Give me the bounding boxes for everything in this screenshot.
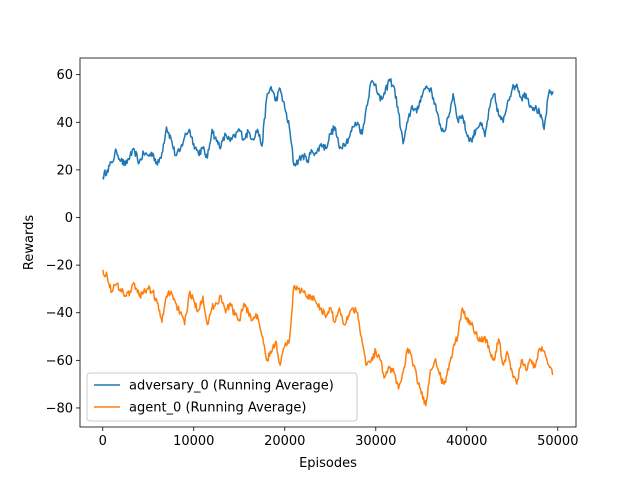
- x-axis-label: Episodes: [299, 456, 357, 471]
- x-tick-label: 40000: [446, 434, 487, 449]
- y-tick-label: 40: [56, 116, 73, 131]
- legend: adversary_0 (Running Average) agent_0 (Ru…: [86, 372, 358, 422]
- x-tick-label: 0: [99, 434, 107, 449]
- y-tick-label: 60: [56, 68, 73, 83]
- plot-area: [102, 78, 554, 407]
- y-tick-label: −60: [46, 354, 73, 369]
- legend-label-2: agent_0 (Running Average): [129, 401, 306, 416]
- x-tick-label: 30000: [355, 434, 396, 449]
- y-tick-label: 20: [56, 163, 73, 178]
- axes: 0 10000 20000 30000 40000 50000 −80 −60 −40 −20 0 2…: [46, 57, 578, 449]
- plot-frame: [79, 57, 577, 428]
- x-tick-label: 20000: [264, 434, 305, 449]
- y-tick-label: 0: [65, 211, 73, 226]
- y-tick-label: −40: [46, 306, 73, 321]
- series-line-2: [102, 269, 554, 407]
- x-tick-label: 50000: [537, 434, 578, 449]
- y-tick-label: −20: [46, 259, 73, 274]
- x-tick-label: 10000: [173, 434, 214, 449]
- y-tick-label: −80: [46, 401, 73, 416]
- legend-box: [86, 372, 358, 422]
- legend-label-1: adversary_0 (Running Average): [129, 379, 334, 394]
- series-line-1: [102, 78, 554, 180]
- y-axis-label: Rewards: [22, 215, 37, 270]
